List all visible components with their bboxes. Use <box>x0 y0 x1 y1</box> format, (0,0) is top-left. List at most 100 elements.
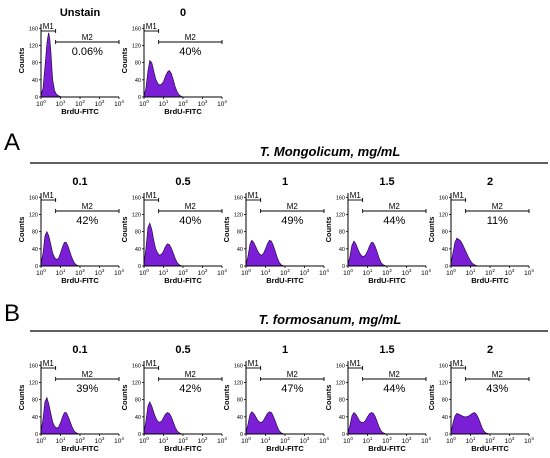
m2-label: M2 <box>185 202 197 211</box>
histogram-panel: 1.5 0 40 80 120 160 100 101 102 103 104 BrdU-FITC Co… <box>324 344 431 453</box>
y-axis-label: Counts <box>120 217 129 243</box>
y-axis-label: Counts <box>120 385 129 411</box>
m2-label: M2 <box>287 202 299 211</box>
y-tick-label: 40 <box>442 247 448 253</box>
x-tick-label: 100 <box>36 99 46 108</box>
y-tick-label: 80 <box>32 230 38 236</box>
y-tick-label: 0 <box>342 264 345 270</box>
x-tick-label: 104 <box>114 436 124 445</box>
m2-percent-label: 42% <box>76 215 98 227</box>
histogram-panel: 0.1 0 40 80 120 160 100 101 102 103 104 BrdU-FITC Co… <box>17 344 124 453</box>
y-tick-label: 40 <box>135 78 141 84</box>
panel-title: 1 <box>282 176 288 188</box>
y-tick-label: 80 <box>237 230 243 236</box>
y-tick-label: 40 <box>32 78 38 84</box>
x-tick-label: 102 <box>280 268 290 277</box>
x-tick-label: 104 <box>217 436 227 445</box>
x-tick-label: 104 <box>524 268 534 277</box>
y-tick-label: 160 <box>234 363 243 369</box>
x-tick-label: 103 <box>300 436 310 445</box>
y-tick-label: 160 <box>29 26 38 32</box>
x-tick-label: 101 <box>466 436 476 445</box>
x-tick-label: 102 <box>280 436 290 445</box>
y-tick-label: 0 <box>138 264 141 270</box>
y-tick-label: 80 <box>442 230 448 236</box>
y-tick-label: 120 <box>439 212 448 218</box>
x-tick-label: 100 <box>446 268 456 277</box>
m2-percent-label: 39% <box>76 383 98 395</box>
y-tick-label: 120 <box>29 43 38 49</box>
histogram-panel: 0 0 40 80 120 160 100 101 102 103 104 BrdU-FITC Coun… <box>120 7 227 116</box>
histogram-area <box>143 59 185 98</box>
x-tick-label: 104 <box>217 99 227 108</box>
m1-label: M1 <box>248 359 260 368</box>
y-tick-label: 40 <box>32 415 38 421</box>
x-tick-label: 100 <box>36 436 46 445</box>
m2-percent-label: 0.06% <box>72 46 103 58</box>
y-tick-label: 120 <box>132 212 141 218</box>
histogram-area <box>40 230 81 267</box>
m2-label: M2 <box>389 370 401 379</box>
y-tick-label: 120 <box>439 380 448 386</box>
histogram-panel: 2 0 40 80 120 160 100 101 102 103 104 BrdU-FITC Coun… <box>427 344 534 453</box>
y-tick-label: 160 <box>132 195 141 201</box>
panel-title: Unstain <box>60 7 101 19</box>
y-tick-label: 80 <box>135 230 141 236</box>
y-tick-label: 80 <box>237 398 243 404</box>
panel-title: 2 <box>487 344 493 356</box>
m2-percent-label: 43% <box>486 383 508 395</box>
panel-title: 0.1 <box>72 344 87 356</box>
panel-title: 0.1 <box>72 176 87 188</box>
m2-percent-label: 40% <box>179 46 201 58</box>
y-axis-label: Counts <box>427 217 436 243</box>
y-tick-label: 40 <box>339 415 345 421</box>
y-tick-label: 160 <box>29 195 38 201</box>
x-tick-label: 101 <box>159 436 169 445</box>
x-tick-label: 103 <box>505 268 515 277</box>
y-tick-label: 40 <box>237 247 243 253</box>
y-axis-label: Counts <box>324 385 333 411</box>
x-tick-label: 102 <box>75 436 85 445</box>
m1-label: M1 <box>350 191 362 200</box>
x-tick-label: 100 <box>343 436 353 445</box>
x-tick-label: 104 <box>319 436 329 445</box>
y-tick-label: 80 <box>135 398 141 404</box>
y-tick-label: 0 <box>35 95 38 101</box>
m2-label: M2 <box>492 370 504 379</box>
y-tick-label: 80 <box>32 398 38 404</box>
y-tick-label: 0 <box>445 264 448 270</box>
y-axis-label: Counts <box>17 48 26 74</box>
panel-title: 1.5 <box>379 176 394 188</box>
x-tick-label: 103 <box>402 436 412 445</box>
panel-title: 0 <box>180 7 186 19</box>
m2-label: M2 <box>389 202 401 211</box>
x-tick-label: 101 <box>159 99 169 108</box>
x-tick-label: 103 <box>95 99 105 108</box>
x-tick-label: 101 <box>363 436 373 445</box>
m2-percent-label: 44% <box>383 383 405 395</box>
y-tick-label: 0 <box>138 95 141 101</box>
m1-label: M1 <box>43 22 55 31</box>
y-tick-label: 40 <box>339 247 345 253</box>
x-axis-label: BrdU-FITC <box>266 276 304 285</box>
m1-label: M1 <box>146 191 158 200</box>
m2-percent-label: 11% <box>487 215 508 227</box>
y-axis-label: Counts <box>17 217 26 243</box>
x-tick-label: 101 <box>56 268 66 277</box>
histogram-area <box>143 222 184 267</box>
y-tick-label: 120 <box>132 380 141 386</box>
x-tick-label: 100 <box>139 436 149 445</box>
y-tick-label: 0 <box>35 432 38 438</box>
section-b-title: T. formosanum, mg/mL <box>259 312 402 327</box>
x-axis-label: BrdU-FITC <box>164 444 202 453</box>
m1-label: M1 <box>453 191 465 200</box>
y-tick-label: 120 <box>336 212 345 218</box>
y-tick-label: 80 <box>135 61 141 67</box>
y-axis-label: Counts <box>427 385 436 411</box>
histogram-panel: 0.1 0 40 80 120 160 100 101 102 103 104 BrdU-FITC Co… <box>17 176 124 285</box>
y-tick-label: 0 <box>342 432 345 438</box>
x-tick-label: 103 <box>95 268 105 277</box>
x-tick-label: 102 <box>178 436 188 445</box>
x-tick-label: 101 <box>159 268 169 277</box>
